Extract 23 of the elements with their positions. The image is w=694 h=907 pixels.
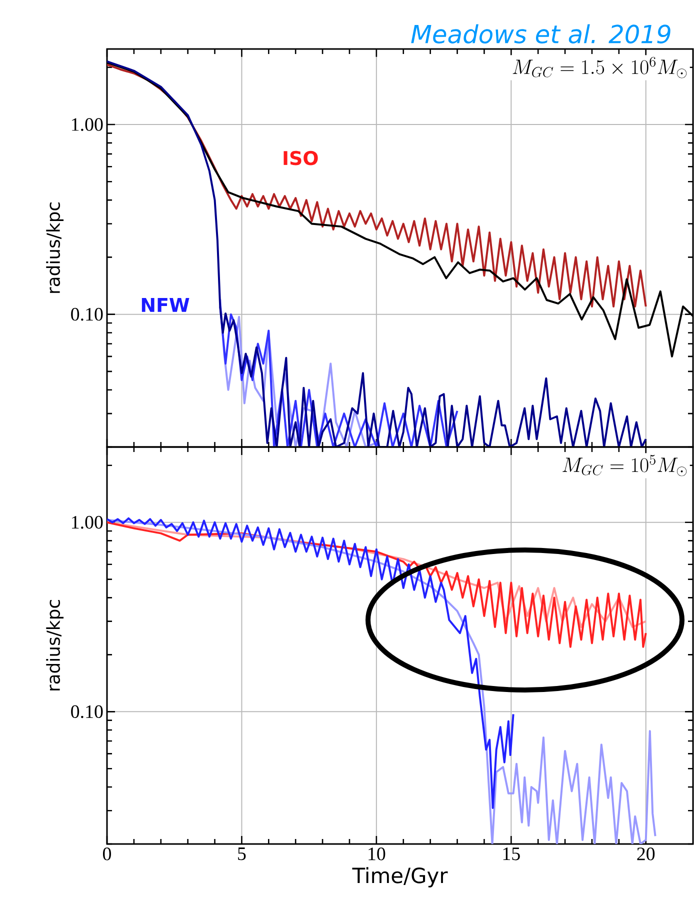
y-tick-label: 0.10	[71, 308, 103, 321]
annotation: NFW	[142, 298, 190, 312]
text: Meadows et al. 2019	[411, 24, 670, 44]
annotation: $M_{GC} = 10^5 M_\odot$	[562, 454, 687, 476]
x-tick-label: 5	[238, 848, 246, 860]
x-tick-label: 10	[368, 848, 386, 860]
line-series	[107, 521, 647, 628]
line-series	[107, 518, 656, 844]
line-series	[219, 298, 378, 447]
y-tick-label: 0.10	[71, 705, 103, 718]
y-axis-title: radius/kpc	[46, 600, 64, 690]
line-series	[107, 521, 647, 648]
line-series	[219, 305, 458, 447]
y-axis-title: radius/kpc	[46, 202, 64, 293]
x-tick-label: 15	[503, 848, 520, 860]
y-tick-label: 1.00	[72, 118, 103, 131]
x-tick-label: 0	[102, 848, 111, 860]
annotation: $M_{GC} = 1.5 \times 10^6 M_\odot$	[512, 56, 687, 78]
y-tick-label: 1.00	[72, 516, 103, 529]
x-axis-title: Time/Gyr	[352, 867, 448, 888]
x-tick-label: 20	[637, 848, 655, 860]
annotation: ISO	[284, 150, 318, 166]
line-series	[107, 517, 514, 809]
